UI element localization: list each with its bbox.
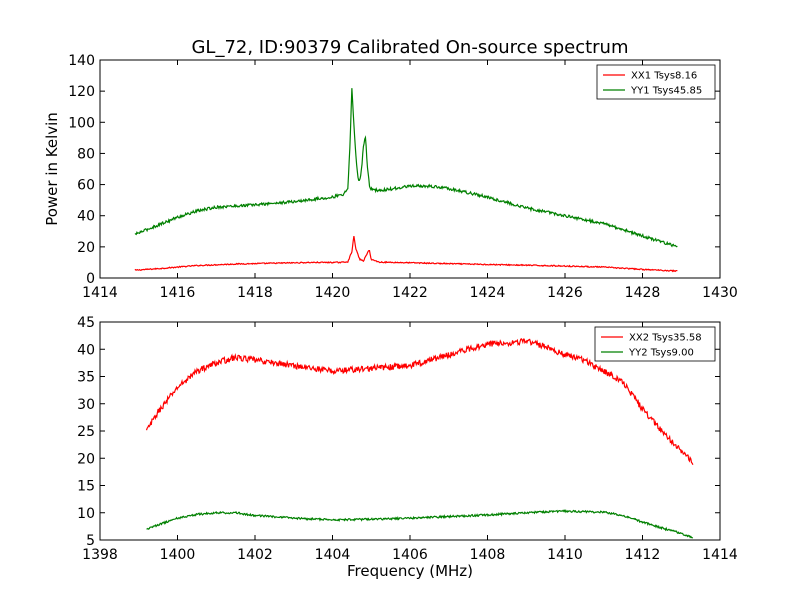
x-tick-label: 1418 <box>237 285 273 301</box>
series-line-bottom-2 <box>146 509 694 539</box>
x-tick-label: 1414 <box>82 285 118 301</box>
legend-box <box>596 64 716 100</box>
x-tick-label: 1428 <box>625 285 661 301</box>
x-tick-label: 1404 <box>315 547 351 563</box>
y-tick-label: 140 <box>68 53 95 69</box>
series-line-top-2 <box>134 88 678 248</box>
legend-label: YY2 Tsys9.00 <box>628 348 694 359</box>
y-tick-label: 35 <box>77 370 95 386</box>
x-axis-label: Frequency (MHz) <box>347 562 473 580</box>
x-tick-label: 1402 <box>237 547 273 563</box>
x-tick-label: 1426 <box>547 285 583 301</box>
y-tick-label: 25 <box>77 424 95 440</box>
x-tick-label: 1416 <box>160 285 196 301</box>
y-tick-label: 45 <box>77 315 95 331</box>
legend-label: YY1 Tsys45.85 <box>630 86 702 97</box>
y-tick-label: 30 <box>77 397 95 413</box>
x-tick-label: 1424 <box>470 285 506 301</box>
y-tick-label: 5 <box>86 533 95 549</box>
legend-box <box>594 326 716 362</box>
x-tick-label: 1410 <box>547 547 583 563</box>
y-tick-label: 10 <box>77 506 95 522</box>
x-tick-label: 1400 <box>160 547 196 563</box>
y-tick-label: 100 <box>68 115 95 131</box>
y-tick-label: 60 <box>77 178 95 194</box>
y-tick-label: 20 <box>77 240 95 256</box>
legend: XX2 Tsys35.58 YY2 Tsys9.00 <box>594 326 716 362</box>
legend-label: XX2 Tsys35.58 <box>629 333 702 344</box>
y-tick-label: 40 <box>77 209 95 225</box>
x-tick-label: 1414 <box>702 547 738 563</box>
x-tick-label: 1412 <box>625 547 661 563</box>
series-line-bottom-1 <box>145 338 694 465</box>
y-tick-label: 80 <box>77 146 95 162</box>
x-tick-label: 1430 <box>702 285 738 301</box>
legend: XX1 Tsys8.16 YY1 Tsys45.85 <box>596 64 716 100</box>
y-tick-label: 40 <box>77 342 95 358</box>
y-tick-label: 120 <box>68 84 95 100</box>
legend-label: XX1 Tsys8.16 <box>631 71 697 82</box>
x-tick-label: 1422 <box>392 285 428 301</box>
x-tick-label: 1398 <box>82 547 118 563</box>
y-tick-label: 15 <box>77 479 95 495</box>
y-tick-label: 20 <box>77 451 95 467</box>
figure-title: GL_72, ID:90379 Calibrated On-source spe… <box>191 37 628 58</box>
x-tick-label: 1420 <box>315 285 351 301</box>
y-axis-label: Power in Kelvin <box>43 112 61 226</box>
y-tick-label: 0 <box>86 271 95 287</box>
x-tick-label: 1406 <box>392 547 428 563</box>
top-spectrum-panel: 1414 1416 1418 1420 1422 1424 1426 1428 1430 0 20 4… <box>68 53 738 301</box>
x-tick-label: 1408 <box>470 547 506 563</box>
series-line-top-1 <box>134 235 678 273</box>
bottom-spectrum-panel: 1398 1400 1402 1404 1406 1408 1410 1412 1414 5 10 1… <box>77 315 738 563</box>
